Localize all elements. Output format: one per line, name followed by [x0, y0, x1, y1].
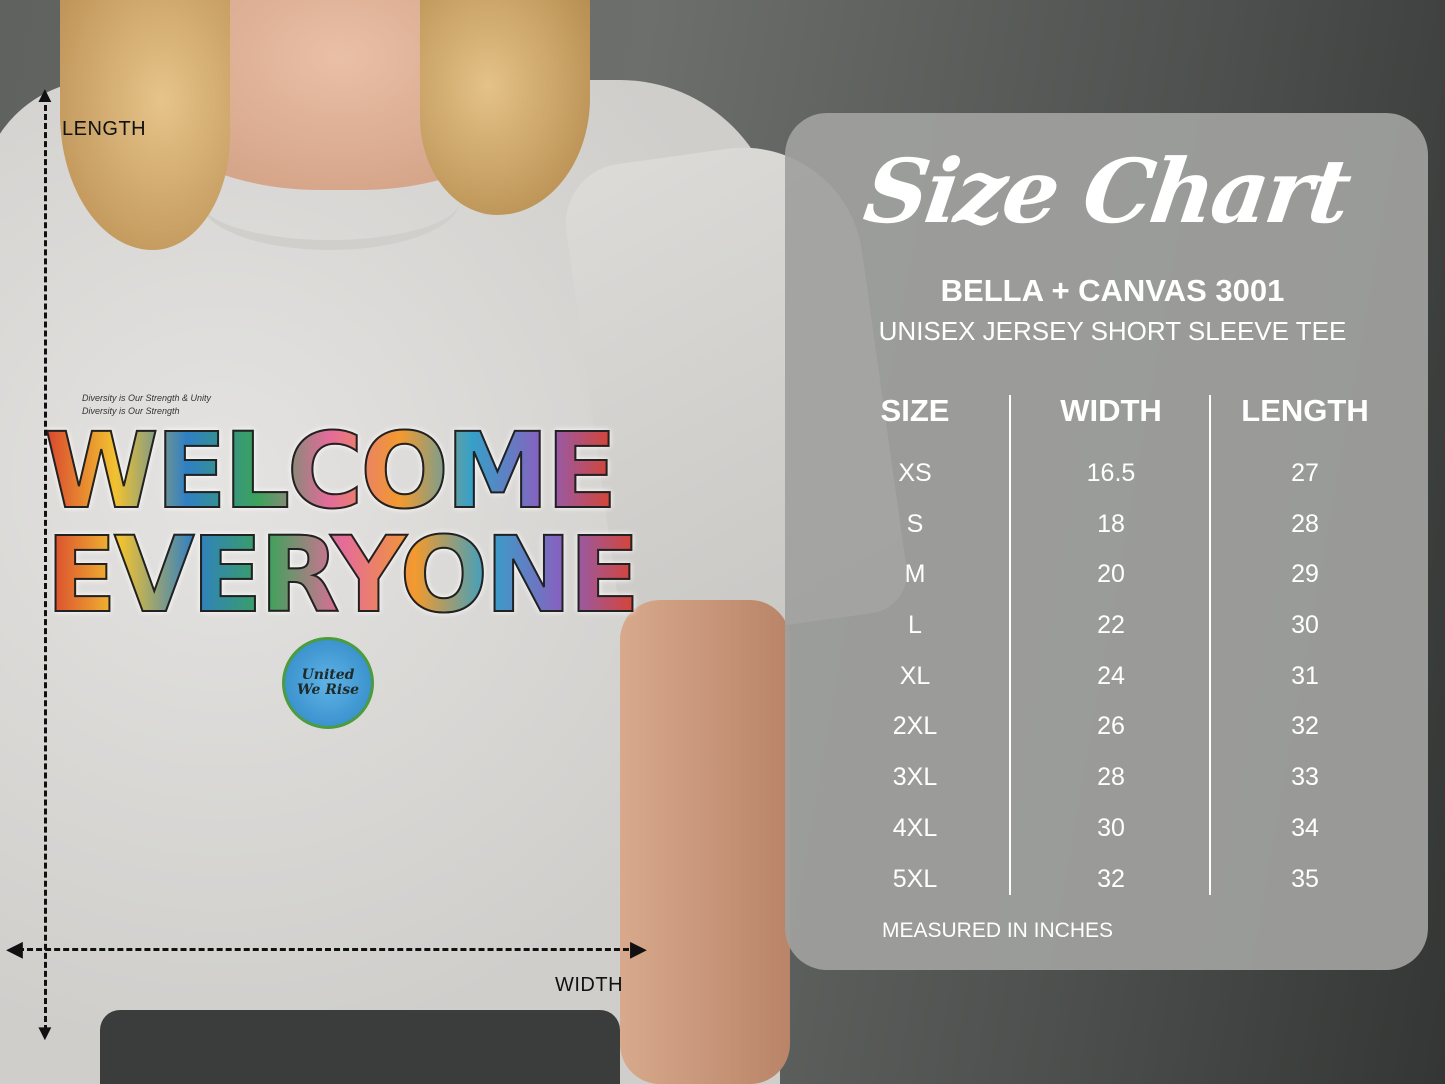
arrow-down-icon: ▼ [34, 1020, 56, 1045]
size-cell: 4XL [892, 813, 938, 842]
size-cell: M [904, 560, 926, 589]
length-guide-line [44, 96, 47, 1031]
width-cell: 18 [1097, 509, 1125, 538]
width-label: WIDTH [555, 974, 624, 996]
column-divider [1009, 395, 1011, 895]
size-chart-title: Size Chart [858, 139, 1355, 243]
length-cell: 34 [1291, 813, 1319, 842]
size-cell: XS [898, 459, 932, 487]
shirt-print-design: Diversity is Our Strength & Unity Divers… [42, 393, 641, 729]
length-cell: 27 [1291, 459, 1319, 487]
width-cell: 30 [1097, 813, 1125, 842]
design-small-text: Diversity is Our Strength & Unity [82, 393, 212, 403]
globe-text: We Rise [296, 682, 360, 698]
length-cell: 30 [1291, 611, 1319, 640]
length-cell: 33 [1291, 763, 1319, 792]
design-word-welcome: WELCOME [43, 410, 618, 532]
width-cell: 24 [1097, 661, 1125, 690]
length-cell: 35 [1291, 864, 1319, 893]
column-header: SIZE [880, 393, 950, 428]
globe-emblem: United We Rise [282, 637, 374, 729]
size-chart-panel: Size Chart BELLA + CANVAS 3001 UNISEX JE… [785, 113, 1428, 970]
model-hair-left [60, 0, 230, 250]
model-pants [100, 1010, 620, 1084]
size-cell: 5XL [892, 864, 938, 893]
length-cell: 29 [1291, 560, 1319, 589]
model-arm [620, 600, 790, 1084]
size-cell: XL [899, 661, 931, 690]
width-cell: 32 [1097, 864, 1125, 893]
length-cell: 28 [1291, 509, 1319, 538]
size-cell: S [906, 509, 924, 538]
column-divider [1209, 395, 1211, 895]
measurement-unit-note: MEASURED IN INCHES [882, 919, 1114, 942]
width-cell: 22 [1097, 611, 1125, 640]
length-column: LENGTH 27 28 29 30 31 32 33 34 35 [1210, 391, 1400, 911]
length-cell: 32 [1291, 712, 1319, 741]
arrow-left-icon: ◀ [6, 936, 23, 961]
design-small-text: Diversity is Our Strength [82, 406, 180, 416]
column-header: LENGTH [1241, 393, 1369, 428]
size-column: SIZE XS S M L XL 2XL 3XL 4XL 5XL [820, 391, 1010, 911]
arrow-up-icon: ▲ [34, 82, 56, 107]
size-cell: L [908, 611, 922, 640]
width-cell: 16.5 [1086, 459, 1136, 487]
model-hair-right [420, 0, 590, 215]
size-cell: 2XL [892, 712, 938, 741]
width-column: WIDTH 16.5 18 20 22 24 26 28 30 32 [1016, 391, 1206, 911]
design-word-everyone: EVERYONE [45, 514, 641, 636]
length-label: LENGTH [62, 118, 147, 140]
width-guide-line [18, 948, 638, 951]
length-cell: 31 [1291, 661, 1319, 690]
product-name: UNISEX JERSEY SHORT SLEEVE TEE [878, 316, 1347, 346]
column-header: WIDTH [1060, 393, 1162, 428]
t-shirt-collar [200, 150, 460, 250]
size-cell: 3XL [892, 763, 938, 792]
width-cell: 20 [1097, 560, 1125, 589]
globe-text: United [301, 667, 355, 683]
width-cell: 28 [1097, 763, 1125, 792]
width-cell: 26 [1097, 712, 1125, 741]
brand-model: BELLA + CANVAS 3001 [940, 273, 1285, 308]
arrow-right-icon: ▶ [630, 936, 647, 961]
